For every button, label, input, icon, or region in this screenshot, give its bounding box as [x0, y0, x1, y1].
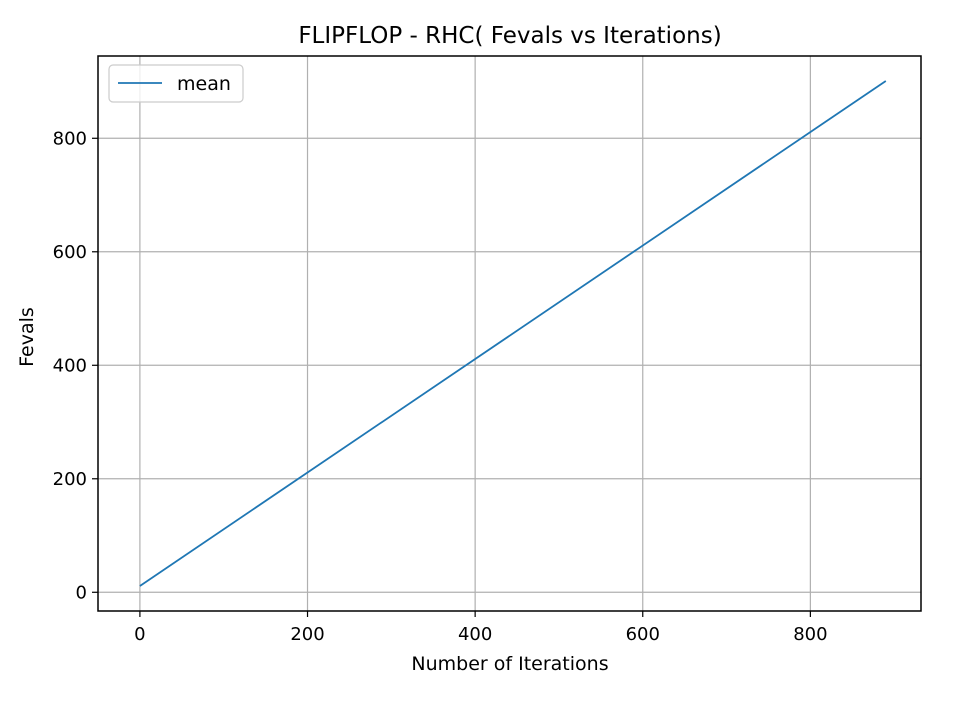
legend: mean — [108, 64, 244, 103]
legend-label-mean: mean — [177, 73, 231, 95]
axis-ticks: 0 200 400 600 800 0 200 400 600 800 — [53, 128, 828, 645]
legend-box — [108, 64, 244, 103]
x-tick-label: 800 — [793, 624, 827, 645]
plot-area-frame — [97, 55, 922, 612]
x-tick-label: 200 — [290, 624, 324, 645]
y-axis-title: Fevals — [16, 307, 38, 367]
y-tick-label: 600 — [53, 242, 87, 263]
series-layer — [139, 80, 887, 587]
chart-title: FLIPFLOP - RHC( Fevals vs Iterations) — [298, 23, 721, 49]
y-tick-label: 200 — [53, 469, 87, 490]
y-tick-label: 800 — [53, 128, 87, 149]
y-tick-label: 0 — [76, 582, 87, 603]
x-axis-title: Number of Iterations — [411, 653, 608, 675]
y-tick-label: 400 — [53, 355, 87, 376]
grid — [98, 56, 921, 611]
series-line-mean — [139, 80, 887, 587]
x-tick-label: 600 — [626, 624, 660, 645]
x-tick-label: 0 — [134, 624, 145, 645]
x-tick-label: 400 — [458, 624, 492, 645]
